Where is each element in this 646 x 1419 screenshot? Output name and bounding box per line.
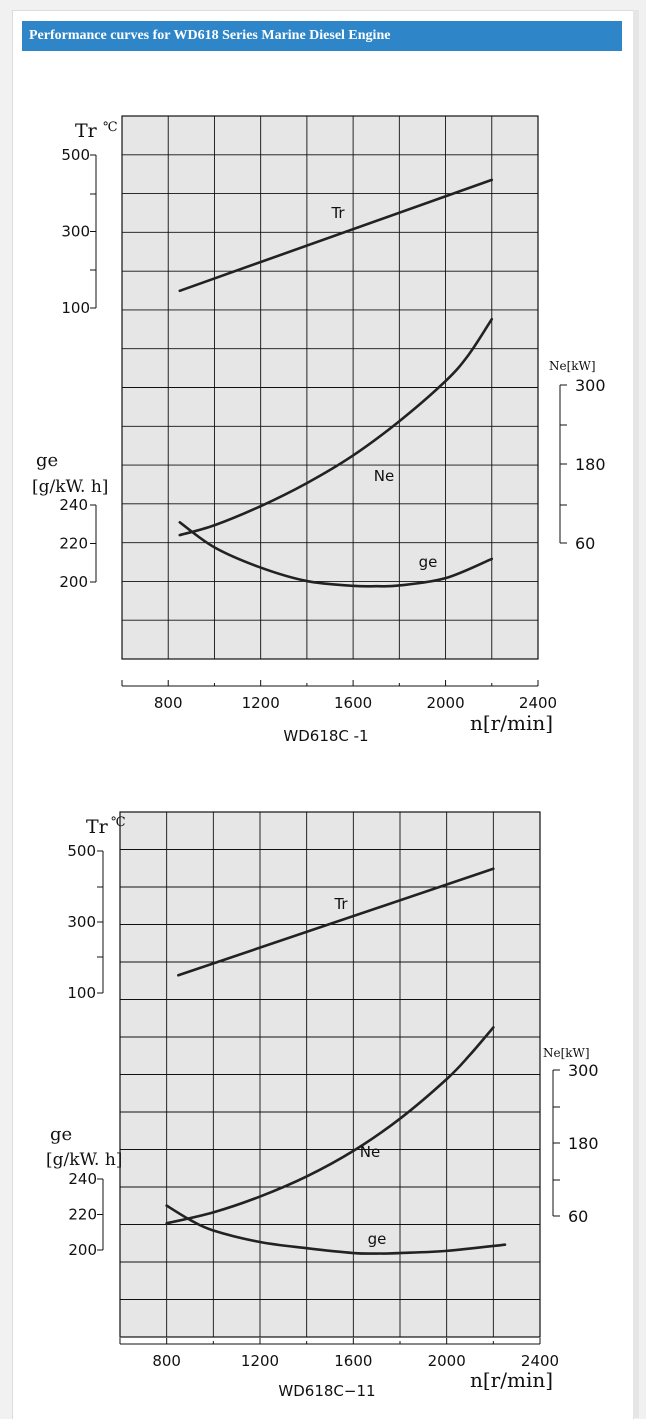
curve-label-ge: ge xyxy=(419,553,438,571)
curve-ne xyxy=(165,1026,495,1225)
ge-axis-label: ge xyxy=(36,450,58,471)
tr-tick-label: 100 xyxy=(61,299,90,317)
tr-axis-label: Tr xyxy=(75,120,98,142)
ge-tick-label: 200 xyxy=(59,573,88,591)
ge-tick-label: 240 xyxy=(59,496,88,514)
tr-tick-label: 300 xyxy=(61,223,90,241)
ne-tick-label: 300 xyxy=(575,376,606,395)
section-header: Performance curves for WD618 Series Mari… xyxy=(22,21,622,51)
ge-axis-unit: [g/kW. h] xyxy=(32,477,108,497)
curve-label-tr: Tr xyxy=(330,204,345,222)
x-tick-label: 2400 xyxy=(519,694,557,712)
curve-label-tr: Tr xyxy=(333,895,348,913)
ge-axis-label: ge xyxy=(50,1124,72,1145)
ge-tick-label: 220 xyxy=(59,535,88,553)
tr-tick-label: 500 xyxy=(67,842,96,860)
curve-tr xyxy=(178,178,494,293)
x-tick-label: 800 xyxy=(152,1352,181,1370)
ne-tick-label: 180 xyxy=(568,1134,599,1153)
x-tick-label: 2000 xyxy=(428,1352,466,1370)
tr-axis-label: Tr xyxy=(86,816,109,838)
x-tick-label: 1600 xyxy=(334,1352,372,1370)
tr-tick-label: 500 xyxy=(61,146,90,164)
x-axis-label: n[r/min] xyxy=(470,1368,553,1392)
x-tick-label: 2000 xyxy=(426,694,464,712)
x-tick-label: 2400 xyxy=(521,1352,559,1370)
curve-label-ge: ge xyxy=(368,1230,387,1248)
ge-tick-label: 240 xyxy=(68,1170,97,1188)
tr-axis-unit: ℃ xyxy=(103,120,118,135)
ge-axis-unit: [g/kW. h] xyxy=(46,1150,122,1170)
curve-ne xyxy=(178,317,494,537)
ne-tick-label: 60 xyxy=(575,534,595,553)
x-axis-label: n[r/min] xyxy=(470,711,553,735)
x-tick-label: 800 xyxy=(154,694,183,712)
ge-tick-label: 200 xyxy=(68,1241,97,1259)
ne-axis-label: Ne[kW] xyxy=(549,359,596,373)
curve-tr xyxy=(177,867,495,977)
ne-tick-label: 180 xyxy=(575,455,606,474)
tr-tick-label: 100 xyxy=(67,984,96,1002)
curve-ge xyxy=(178,521,494,588)
tr-tick-label: 300 xyxy=(67,913,96,931)
scrollbar-track[interactable] xyxy=(633,10,639,1418)
tr-axis-unit: ℃ xyxy=(111,815,126,830)
ge-tick-label: 220 xyxy=(68,1206,97,1224)
x-tick-label: 1200 xyxy=(241,1352,279,1370)
x-tick-label: 1200 xyxy=(242,694,280,712)
chart-title: WD618C -1 xyxy=(283,727,368,745)
curve-label-ne: Ne xyxy=(374,467,394,485)
curve-label-ne: Ne xyxy=(360,1143,380,1161)
x-tick-label: 1600 xyxy=(334,694,372,712)
curve-ge xyxy=(165,1204,507,1255)
ne-tick-label: 60 xyxy=(568,1207,588,1226)
ne-tick-label: 300 xyxy=(568,1061,599,1080)
chart-title: WD618C−11 xyxy=(278,1382,375,1400)
ne-axis-label: Ne[kW] xyxy=(543,1046,590,1060)
